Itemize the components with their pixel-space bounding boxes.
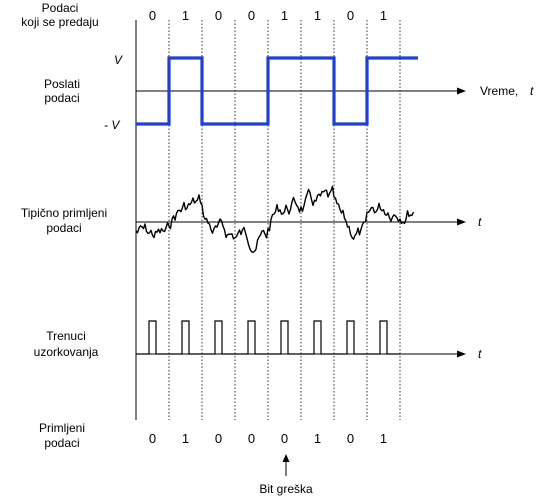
- bit-error-marker: Bit greška: [259, 454, 313, 496]
- time-axes: [136, 90, 460, 355]
- sent-waveform: [136, 56, 418, 126]
- sampling-label-1: Trenuci: [46, 329, 86, 343]
- arrowhead-icon: [457, 218, 466, 226]
- axis-arrowheads: [457, 87, 466, 358]
- data-sent-label-1: Podaci: [42, 1, 79, 15]
- error-label: Bit greška: [259, 482, 313, 496]
- received-signal-label-1: Tipično primljeni: [21, 206, 107, 220]
- time-variable-label: t: [530, 84, 534, 98]
- transmitted-bit-6: 0: [347, 8, 354, 23]
- sent-signal-label-2: podaci: [44, 91, 79, 105]
- transmitted-bit-0: 0: [149, 8, 156, 23]
- received-bit-5: 1: [314, 431, 321, 446]
- row-labels: Podaci koji se predaju Poslati podaci Ti…: [21, 1, 107, 450]
- received-bits-label-1: Primljeni: [39, 421, 85, 435]
- sent-signal-label-1: Poslati: [44, 77, 80, 91]
- up-arrow-icon: [282, 454, 290, 462]
- level-high-label: V: [114, 53, 123, 67]
- received-bit-1: 1: [182, 431, 189, 446]
- received-bits-label-2: podaci: [44, 436, 79, 450]
- received-bit-3: 0: [248, 431, 255, 446]
- received-bit-2: 0: [215, 431, 222, 446]
- received-signal-label-2: podaci: [46, 221, 81, 235]
- arrowhead-icon: [457, 350, 466, 358]
- transmitted-bit-7: 1: [380, 8, 387, 23]
- received-bits: 0 1 0 0 0 1 0 1: [149, 431, 387, 446]
- transmitted-bit-1: 1: [182, 8, 189, 23]
- transmitted-bit-2: 0: [215, 8, 222, 23]
- received-bit-7: 1: [380, 431, 387, 446]
- sampling-t-label: t: [478, 347, 482, 361]
- received-t-label: t: [478, 215, 482, 229]
- level-low-label: - V: [104, 118, 120, 132]
- transmitted-bits: 0 1 0 0 1 1 0 1: [149, 8, 387, 23]
- transmitted-bit-4: 1: [281, 8, 288, 23]
- time-axis-label: Vreme,: [480, 84, 518, 98]
- sampling-label-2: uzorkovanja: [34, 345, 99, 359]
- transmitted-bit-3: 0: [248, 8, 255, 23]
- sampling-pulses: [136, 320, 400, 355]
- received-bit-6: 0: [347, 431, 354, 446]
- data-sent-label-2: koji se predaju: [21, 15, 98, 29]
- received-bit-4: 0: [281, 431, 288, 446]
- received-bit-0: 0: [149, 431, 156, 446]
- received-noisy-waveform: [135, 185, 415, 253]
- transmitted-bit-5: 1: [314, 8, 321, 23]
- arrowhead-icon: [457, 87, 466, 95]
